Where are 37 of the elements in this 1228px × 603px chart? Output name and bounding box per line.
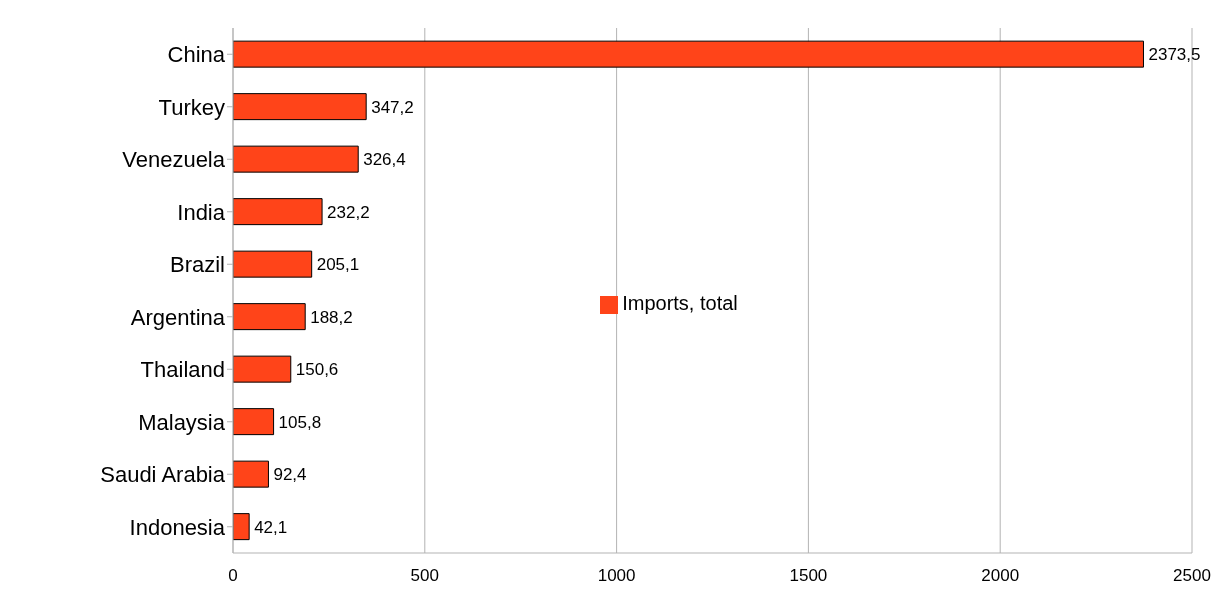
- data-label: 347,2: [371, 97, 414, 117]
- bar: [233, 93, 367, 121]
- bar: [233, 513, 250, 541]
- x-tick-label: 2500: [1173, 566, 1211, 586]
- data-label: 92,4: [273, 465, 307, 485]
- bar: [233, 40, 1144, 68]
- bar: [233, 460, 269, 488]
- y-tick-label: Brazil: [169, 252, 225, 278]
- bar: [233, 250, 313, 278]
- y-tick-label: Saudi Arabia: [100, 462, 226, 488]
- x-tick-label: 1500: [789, 566, 828, 586]
- data-label: 188,2: [310, 307, 353, 327]
- bar: [233, 408, 275, 436]
- x-tick-label: 0: [228, 566, 238, 586]
- y-tick-label: Indonesia: [129, 514, 226, 540]
- data-label: 326,4: [363, 150, 406, 170]
- x-tick-label: 2000: [981, 566, 1020, 586]
- y-tick-label: Malaysia: [138, 409, 226, 435]
- data-label: 2373,5: [1148, 45, 1201, 65]
- legend-label: Imports, total: [622, 291, 738, 314]
- data-label: 232,2: [327, 202, 370, 222]
- x-tick-label: 1000: [597, 566, 636, 586]
- data-label: 150,6: [295, 360, 339, 380]
- y-tick-label: India: [177, 199, 226, 225]
- y-tick-label: Turkey: [158, 94, 225, 120]
- data-label: 42,1: [254, 517, 288, 537]
- y-tick-label: Thailand: [140, 357, 225, 383]
- data-label: 205,1: [316, 255, 360, 275]
- y-tick-label: Venezuela: [122, 147, 226, 173]
- data-label: 105,8: [278, 412, 322, 432]
- y-tick-label: China: [167, 42, 226, 68]
- bar: [233, 198, 323, 226]
- y-tick-label: Argentina: [130, 304, 226, 330]
- x-tick-label: 500: [410, 566, 439, 586]
- bar: [233, 355, 292, 383]
- bar: [233, 303, 306, 331]
- bar: [233, 145, 359, 173]
